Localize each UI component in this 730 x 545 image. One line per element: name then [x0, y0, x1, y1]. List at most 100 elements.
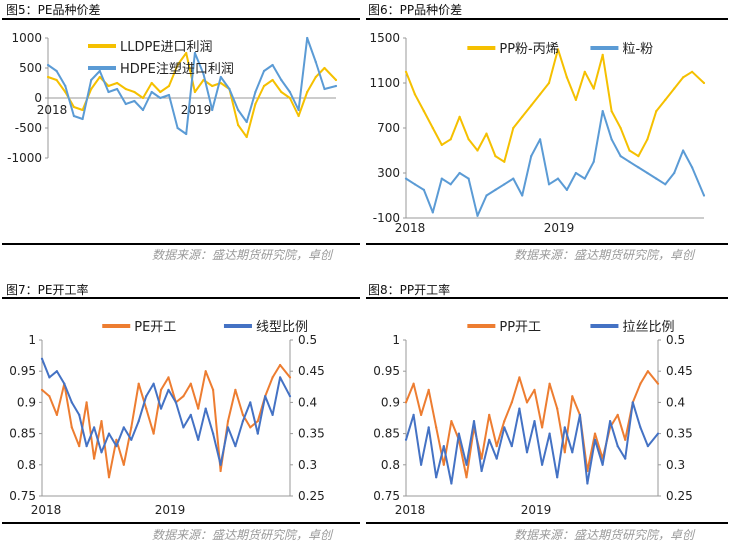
- c7-series-0-point: [219, 469, 222, 473]
- c6-series-1-point: [610, 138, 613, 141]
- c6-y-tick-label: 1100: [369, 76, 400, 90]
- c8-y-tick-label: 0.75: [373, 489, 400, 503]
- c6-series-1-point: [574, 171, 577, 175]
- c5-x-tick-label: 2019: [181, 103, 212, 117]
- c7-y-tick-label: 0.75: [9, 489, 36, 503]
- c8-series-0-point: [450, 420, 453, 423]
- chart-c7: 1 0.95 0.9 0.85 0.8 0.75 0.5 0.45 0.4 0.35 0.3 0.25…: [9, 320, 324, 517]
- c6-series-1-point: [547, 183, 551, 186]
- c5-series-1-point: [46, 63, 50, 67]
- c8-series-1-point: [427, 426, 430, 429]
- c5-series-1-point: [133, 99, 136, 103]
- c6-y-tick-label: -100: [373, 211, 400, 225]
- c8-series-1-point: [616, 445, 619, 448]
- c7-series-0-point: [122, 463, 125, 466]
- c8-series-1-point: [639, 426, 642, 429]
- c6-series-1-point: [485, 194, 488, 197]
- c8-series-1-point: [503, 426, 506, 429]
- c5-series-1-point: [306, 36, 309, 40]
- c5-series-1-point: [323, 87, 326, 91]
- c5-series-1-point: [288, 90, 291, 94]
- c8-legend-label-0: PP开工: [499, 320, 541, 335]
- c6-series-1-point: [512, 177, 515, 180]
- footer-rule-right-top: [366, 243, 728, 245]
- c7-series-1-point: [174, 401, 177, 404]
- c5-series-0-point: [90, 87, 93, 91]
- c5-series-0-point: [133, 90, 136, 94]
- c6-series-0-point: [476, 149, 479, 152]
- c6-series-0-point: [503, 160, 506, 163]
- c7-series-0-point: [78, 445, 81, 448]
- c7-series-0-point: [167, 376, 170, 379]
- c5-series-0-point: [254, 102, 257, 106]
- chart-title-c8: 图8：PP开工率: [368, 283, 451, 297]
- c6-legend-label-0: PP粉-丙烯: [499, 42, 558, 57]
- c8-series-1-point: [586, 482, 589, 485]
- c8-series-0-point: [503, 420, 506, 423]
- c8-series-1-point: [412, 413, 415, 416]
- chart-title-c5: 图5：PE品种价差: [6, 3, 101, 17]
- c6-series-0-point: [422, 110, 425, 113]
- c7-series-1-point: [107, 432, 111, 435]
- c8-series-1-point: [609, 420, 612, 423]
- c6-legend-label-1: 粒-粉: [622, 42, 653, 57]
- c7-series-1-point: [241, 420, 244, 423]
- c6-series-0-point: [485, 132, 488, 135]
- c6-series-0-point: [440, 143, 443, 146]
- c8-series-0-point: [639, 382, 642, 385]
- c8-series-1-point: [656, 432, 660, 435]
- c6-series-1-point: [646, 171, 649, 175]
- c5-y-tick-label: 1000: [11, 31, 42, 45]
- c6-series-0-point: [539, 93, 542, 96]
- c6-series-1-point: [628, 160, 631, 163]
- c5-series-1-point: [237, 108, 240, 112]
- c8-y-tick-label: 0.85: [373, 427, 400, 441]
- c8-series-1-point: [442, 445, 445, 448]
- c7-series-0-point: [115, 438, 118, 441]
- header-rule-left-bottom: [2, 297, 360, 299]
- c5-y-tick-label: 0: [34, 91, 42, 105]
- c7-series-1-point: [122, 426, 125, 429]
- c7-series-1-point: [93, 426, 96, 429]
- footer-rule-right-bottom: [366, 522, 728, 524]
- c7-series-0-point: [271, 376, 274, 379]
- c6-series-0-point: [467, 138, 470, 141]
- c5-series-1-point: [254, 90, 257, 94]
- c6-x-tick-label: 2018: [395, 221, 426, 235]
- chart-title-c7: 图7：PE开工率: [6, 283, 89, 297]
- c5-series-0-point: [124, 87, 127, 91]
- c8-series-0-point: [510, 401, 513, 404]
- c5-series-1-point: [81, 117, 84, 121]
- c5-series-0-point: [334, 78, 338, 82]
- c8-series-1-point: [525, 451, 529, 454]
- c6-series-1-point: [592, 160, 595, 163]
- c6-series-1-point: [619, 155, 622, 158]
- c7-series-0-point: [279, 363, 282, 367]
- c7-series-1-point: [152, 382, 155, 385]
- c8-series-0-point: [412, 382, 415, 385]
- c6-series-1-point: [503, 183, 506, 186]
- footer-rule-left-bottom: [2, 522, 360, 524]
- c7-series-1-point: [115, 445, 118, 448]
- c7-series-1-point: [145, 395, 148, 398]
- c5-series-0-point: [288, 96, 291, 100]
- c8-series-1-point: [495, 457, 498, 460]
- c7-series-1-point: [271, 413, 274, 416]
- c7-series-1-point: [264, 395, 267, 398]
- c6-series-0-point: [610, 110, 613, 113]
- c7-series-1-point: [182, 426, 185, 429]
- c8-series-0-point: [427, 388, 430, 391]
- c6-series-1-point: [539, 138, 542, 141]
- c7-series-0-point: [182, 395, 185, 398]
- c6-series-0-point: [449, 138, 452, 141]
- c6-series-0-point: [458, 115, 461, 118]
- c6-series-0-point: [413, 93, 416, 96]
- c6-series-1-point: [637, 166, 640, 169]
- c6-y-tick-label: 700: [377, 121, 400, 135]
- c5-series-1-point: [280, 78, 283, 82]
- c8-series-0-point: [556, 407, 559, 410]
- c6-series-0-point: [556, 48, 560, 51]
- c8-series-0-point: [593, 432, 597, 435]
- c8-y2-tick-label: 0.35: [666, 427, 693, 441]
- c6-series-0-line: [405, 48, 705, 163]
